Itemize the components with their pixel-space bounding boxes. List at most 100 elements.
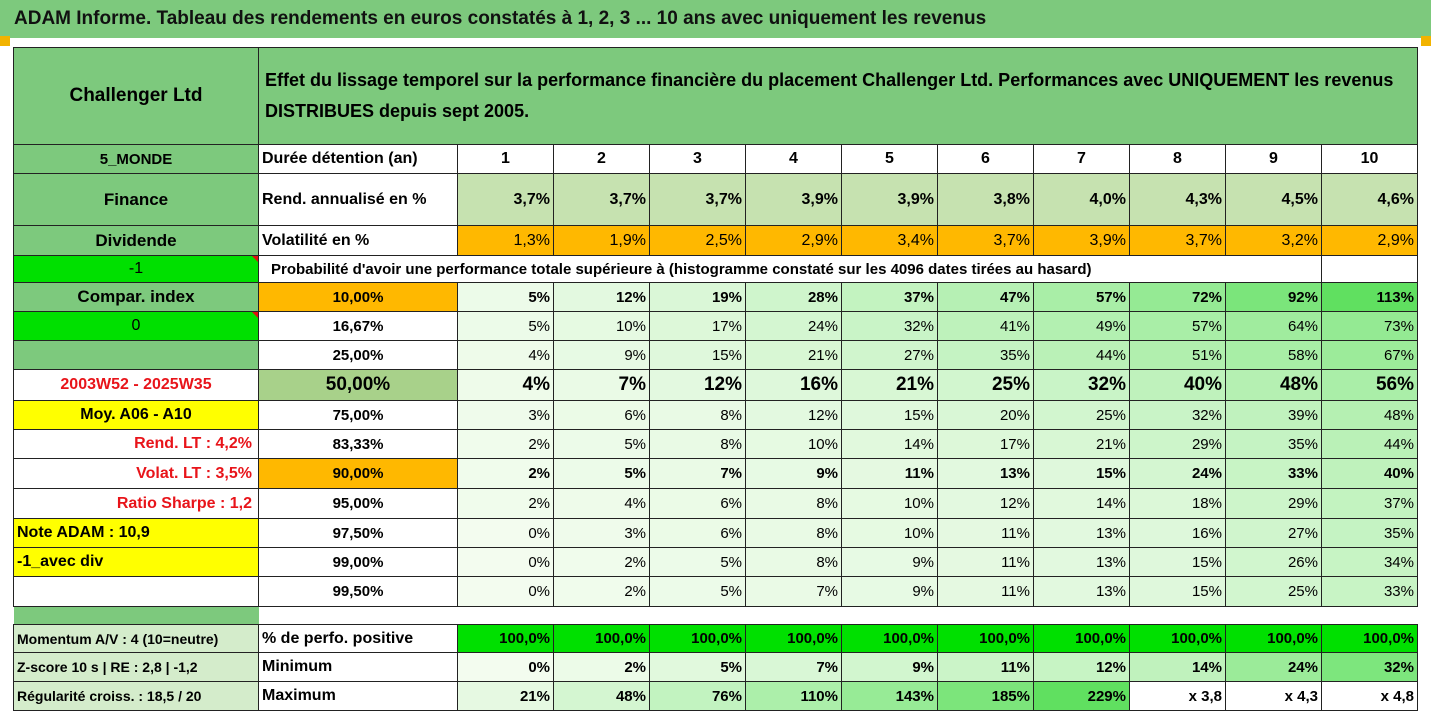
stat-value: x 4,8 — [1321, 681, 1418, 711]
table-row: -1_avec div 99,00% 0% 2% 5% 8% 9% 11% 13% 15% 26% 3… — [13, 547, 1418, 577]
probability-value: 20% — [937, 400, 1034, 430]
probability-value: 3% — [553, 518, 650, 548]
probability-value: 21% — [841, 369, 938, 401]
probability-value: 49% — [1033, 311, 1130, 341]
probability-value: 25% — [1033, 400, 1130, 430]
probability-value: 0% — [457, 547, 554, 577]
probability-value: 10% — [841, 518, 938, 548]
probability-threshold: 75,00% — [258, 400, 458, 430]
duration-label: Durée détention (an) — [258, 144, 458, 174]
probability-value: 19% — [649, 282, 746, 312]
probability-value: 39% — [1225, 400, 1322, 430]
empty-green-cell — [13, 340, 259, 370]
probability-value: 35% — [937, 340, 1034, 370]
probability-threshold: 99,00% — [258, 547, 458, 577]
probability-value: 32% — [841, 311, 938, 341]
probability-value: 15% — [1129, 547, 1226, 577]
year-header: 9 — [1225, 144, 1322, 174]
probability-value: 44% — [1033, 340, 1130, 370]
probability-value: 37% — [1321, 488, 1418, 519]
probability-value: 7% — [745, 576, 842, 607]
probability-value: 12% — [553, 282, 650, 312]
stat-value: 229% — [1033, 681, 1130, 711]
probability-value: 13% — [1033, 576, 1130, 607]
rend-value: 3,9% — [841, 173, 938, 226]
probability-value: 11% — [937, 547, 1034, 577]
probability-value: 15% — [1033, 458, 1130, 489]
stat-value: 100,0% — [553, 624, 650, 653]
probability-value: 17% — [937, 429, 1034, 459]
table-row: Rend. LT : 4,2% 83,33% 2% 5% 8% 10% 14% 17% 21% 2… — [13, 429, 1418, 459]
table-row: Compar. index 10,00% 5% 12% 19% 28% 37% 47% 57% 7… — [13, 282, 1418, 312]
rend-value: 3,7% — [553, 173, 650, 226]
year-header: 10 — [1321, 144, 1418, 174]
stat-value: 11% — [937, 652, 1034, 682]
spacer-cell — [259, 607, 1418, 625]
probability-value: 8% — [649, 429, 746, 459]
stat-value: 110% — [745, 681, 842, 711]
fund-name: Challenger Ltd — [13, 47, 259, 145]
probability-value: 15% — [1129, 576, 1226, 607]
stat-value: 100,0% — [457, 624, 554, 653]
probability-threshold: 90,00% — [258, 458, 458, 489]
probability-value: 25% — [937, 369, 1034, 401]
probability-value: 14% — [1033, 488, 1130, 519]
probability-threshold: 16,67% — [258, 311, 458, 341]
note-adam-label: Note ADAM : 10,9 — [13, 518, 259, 548]
performance-table: Challenger Ltd Effet du lissage temporel … — [13, 47, 1418, 711]
probability-value: 33% — [1225, 458, 1322, 489]
probability-value: 9% — [841, 576, 938, 607]
probability-value: 40% — [1321, 458, 1418, 489]
probability-value: 4% — [553, 488, 650, 519]
probability-value: 56% — [1321, 369, 1418, 401]
probability-value: 32% — [1129, 400, 1226, 430]
vol-value: 3,2% — [1225, 225, 1322, 256]
table-row: Z-score 10 s | RE : 2,8 | -1,2 Minimum 0% 2… — [13, 652, 1418, 682]
probability-value: 5% — [553, 458, 650, 489]
stat-label: Minimum — [258, 652, 458, 682]
table-row: -1 Probabilité d'avoir une performance to… — [13, 255, 1418, 283]
probability-value: 11% — [937, 576, 1034, 607]
probability-value: 16% — [1129, 518, 1226, 548]
probability-value: 24% — [1129, 458, 1226, 489]
rend-value: 3,9% — [745, 173, 842, 226]
probability-threshold: 95,00% — [258, 488, 458, 519]
empty-cell — [1321, 255, 1418, 283]
probability-value: 5% — [553, 429, 650, 459]
probability-threshold: 99,50% — [258, 576, 458, 607]
probability-value: 25% — [1225, 576, 1322, 607]
table-row: Note ADAM : 10,9 97,50% 0% 3% 6% 8% 10% 11% 13% 1… — [13, 518, 1418, 548]
probability-value: 4% — [457, 369, 554, 401]
type-label: Dividende — [13, 225, 259, 256]
stat-value: 76% — [649, 681, 746, 711]
probability-value: 2% — [457, 488, 554, 519]
probability-value: 58% — [1225, 340, 1322, 370]
table-row: Volat. LT : 3,5% 90,00% 2% 5% 7% 9% 11% 13% 15% 2… — [13, 458, 1418, 489]
probability-value: 8% — [745, 547, 842, 577]
period-label: 2003W52 - 2025W35 — [13, 369, 259, 401]
rend-value: 4,3% — [1129, 173, 1226, 226]
stat-value: 100,0% — [841, 624, 938, 653]
probability-value: 14% — [841, 429, 938, 459]
probability-value: 5% — [457, 282, 554, 312]
sharpe-label: Ratio Sharpe : 1,2 — [13, 488, 259, 519]
table-row: 99,50% 0% 2% 5% 7% 9% 11% 13% 15% 25% 33% — [13, 576, 1418, 607]
probability-value: 15% — [649, 340, 746, 370]
vol-value: 3,7% — [937, 225, 1034, 256]
corner-marker-right — [1421, 36, 1431, 46]
probability-value: 33% — [1321, 576, 1418, 607]
probability-value: 64% — [1225, 311, 1322, 341]
stat-value: 100,0% — [1033, 624, 1130, 653]
probability-value: 9% — [553, 340, 650, 370]
probability-value: 17% — [649, 311, 746, 341]
vol-value: 2,9% — [745, 225, 842, 256]
stat-side-label: Régularité croiss. : 18,5 / 20 — [13, 681, 259, 711]
param2-cell: 0 — [13, 311, 259, 341]
empty-cell — [1225, 255, 1322, 283]
probability-value: 44% — [1321, 429, 1418, 459]
stat-value: 143% — [841, 681, 938, 711]
year-header: 7 — [1033, 144, 1130, 174]
probability-value: 8% — [745, 488, 842, 519]
probability-value: 2% — [553, 576, 650, 607]
probability-value: 9% — [745, 458, 842, 489]
